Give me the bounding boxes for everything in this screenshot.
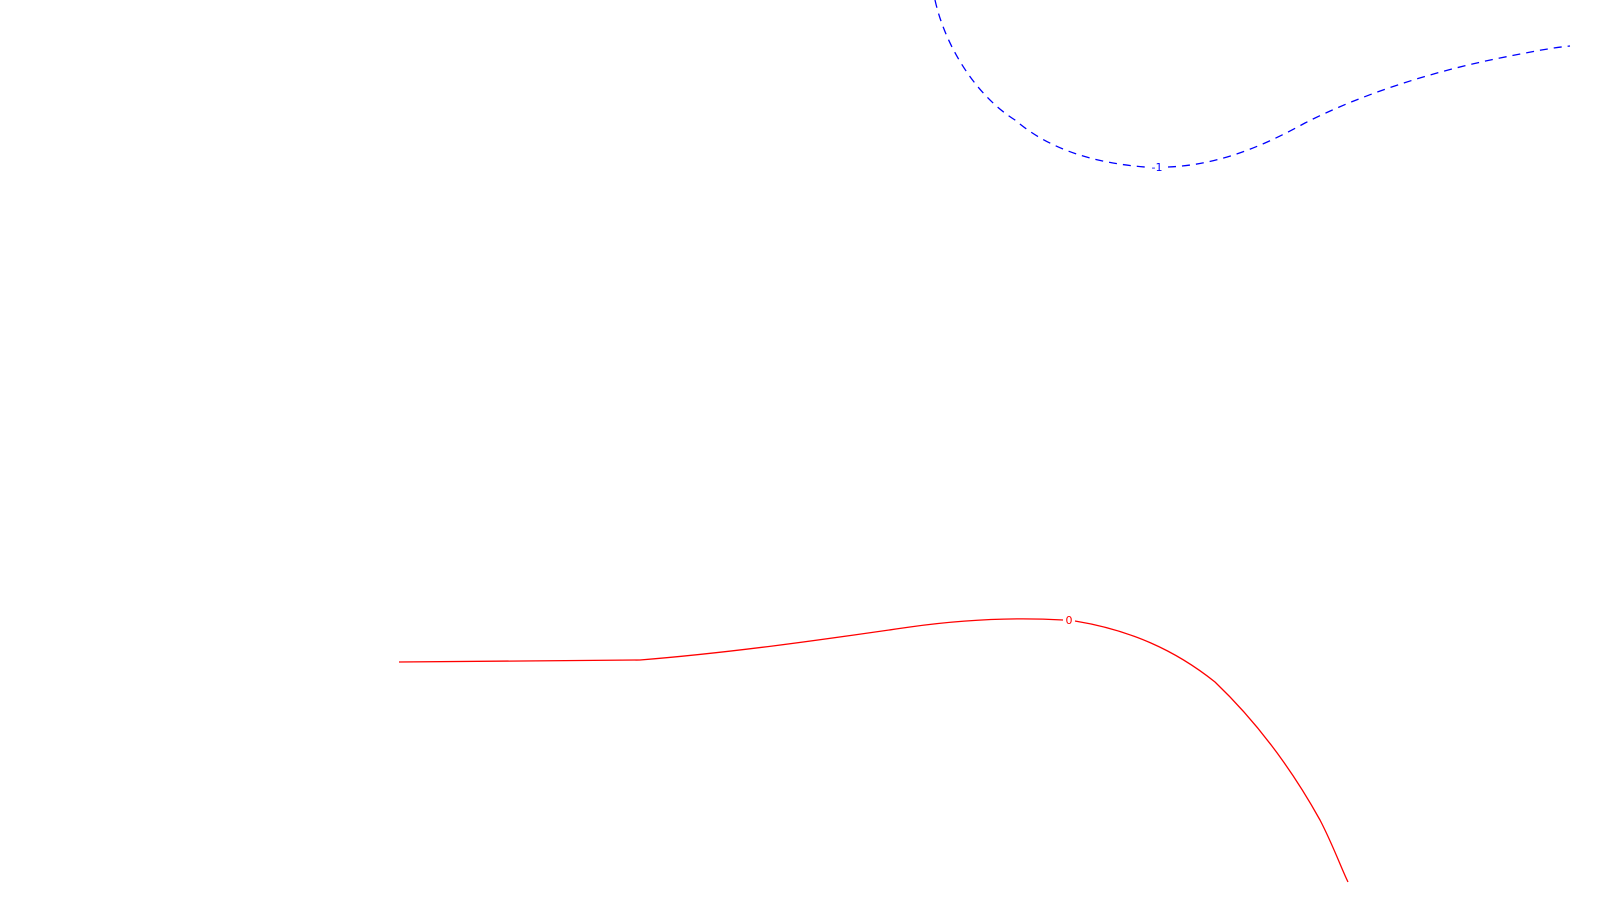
contour-label-neg1: -1 — [1152, 161, 1163, 174]
contour-line-zero-left — [398, 618, 1064, 663]
contour-label-zero: 0 — [1066, 614, 1073, 627]
contour-line-neg1-right — [1167, 45, 1571, 168]
contour-line-neg1-left — [934, 0, 1146, 168]
contour-line-zero-right — [1074, 620, 1349, 883]
